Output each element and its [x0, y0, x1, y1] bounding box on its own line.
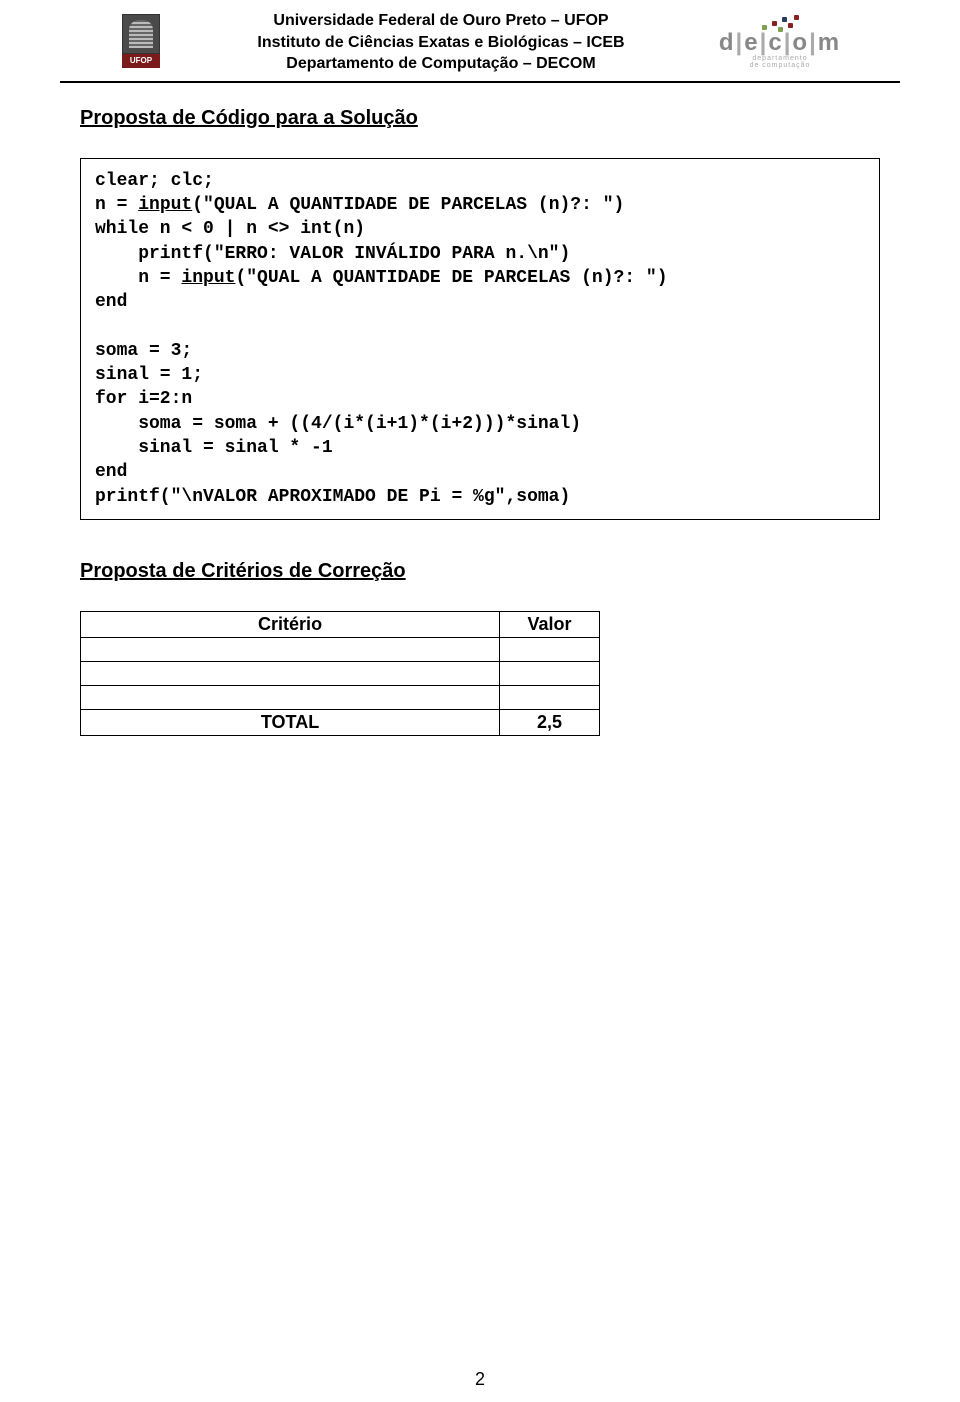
decom-subtitle-2: de computação	[750, 62, 811, 70]
code-line: n = input("QUAL A QUANTIDADE DE PARCELAS…	[95, 195, 624, 215]
criteria-table: Critério Valor TOTAL 2,5	[80, 611, 600, 736]
code-line: end	[95, 462, 127, 482]
code-line: n = input("QUAL A QUANTIDADE DE PARCELAS…	[95, 268, 668, 288]
code-block: clear; clc; n = input("QUAL A QUANTIDADE…	[80, 158, 880, 520]
code-line: sinal = 1;	[95, 365, 203, 385]
table-header-value: Valor	[500, 611, 600, 637]
table-total-row: TOTAL 2,5	[81, 709, 600, 735]
ufop-logo: UFOP	[120, 14, 162, 70]
ufop-label: UFOP	[122, 54, 160, 68]
code-line: soma = soma + ((4/(i*(i+1)*(i+2)))*sinal…	[95, 414, 581, 434]
code-line: sinal = sinal * -1	[95, 438, 333, 458]
code-line: for i=2:n	[95, 389, 192, 409]
table-total-value: 2,5	[500, 709, 600, 735]
code-line: printf("ERRO: VALOR INVÁLIDO PARA n.\n")	[95, 244, 570, 264]
table-cell	[500, 637, 600, 661]
table-cell	[81, 661, 500, 685]
decom-wordmark: d|e|c|o|m	[719, 31, 841, 55]
table-row	[81, 637, 600, 661]
code-line: clear; clc;	[95, 171, 214, 191]
table-cell	[500, 661, 600, 685]
table-total-label: TOTAL	[81, 709, 500, 735]
criteria-section-title: Proposta de Critérios de Correção	[80, 560, 880, 583]
table-header-row: Critério Valor	[81, 611, 600, 637]
university-name: Universidade Federal de Ouro Preto – UFO…	[162, 10, 720, 32]
decom-subtitle-1: departamento	[752, 55, 807, 63]
decom-dots-icon	[758, 15, 802, 33]
table-header-criterion: Critério	[81, 611, 500, 637]
header-titles: Universidade Federal de Ouro Preto – UFO…	[162, 10, 720, 75]
table-cell	[81, 637, 500, 661]
code-line: printf("\nVALOR APROXIMADO DE Pi = %g",s…	[95, 487, 570, 507]
table-row	[81, 661, 600, 685]
ufop-crest-icon	[122, 14, 160, 54]
table-cell	[81, 685, 500, 709]
code-line: while n < 0 | n <> int(n)	[95, 219, 365, 239]
page-number: 2	[475, 1369, 485, 1390]
code-line: soma = 3;	[95, 341, 192, 361]
solution-section-title: Proposta de Código para a Solução	[80, 107, 880, 130]
institute-name: Instituto de Ciências Exatas e Biológica…	[162, 32, 720, 54]
table-cell	[500, 685, 600, 709]
page-content: Proposta de Código para a Solução clear;…	[0, 83, 960, 736]
department-name: Departamento de Computação – DECOM	[162, 53, 720, 75]
decom-logo: d|e|c|o|m departamento de computação	[720, 15, 840, 70]
table-row	[81, 685, 600, 709]
page-header: UFOP Universidade Federal de Ouro Preto …	[60, 0, 900, 83]
code-line: end	[95, 292, 127, 312]
